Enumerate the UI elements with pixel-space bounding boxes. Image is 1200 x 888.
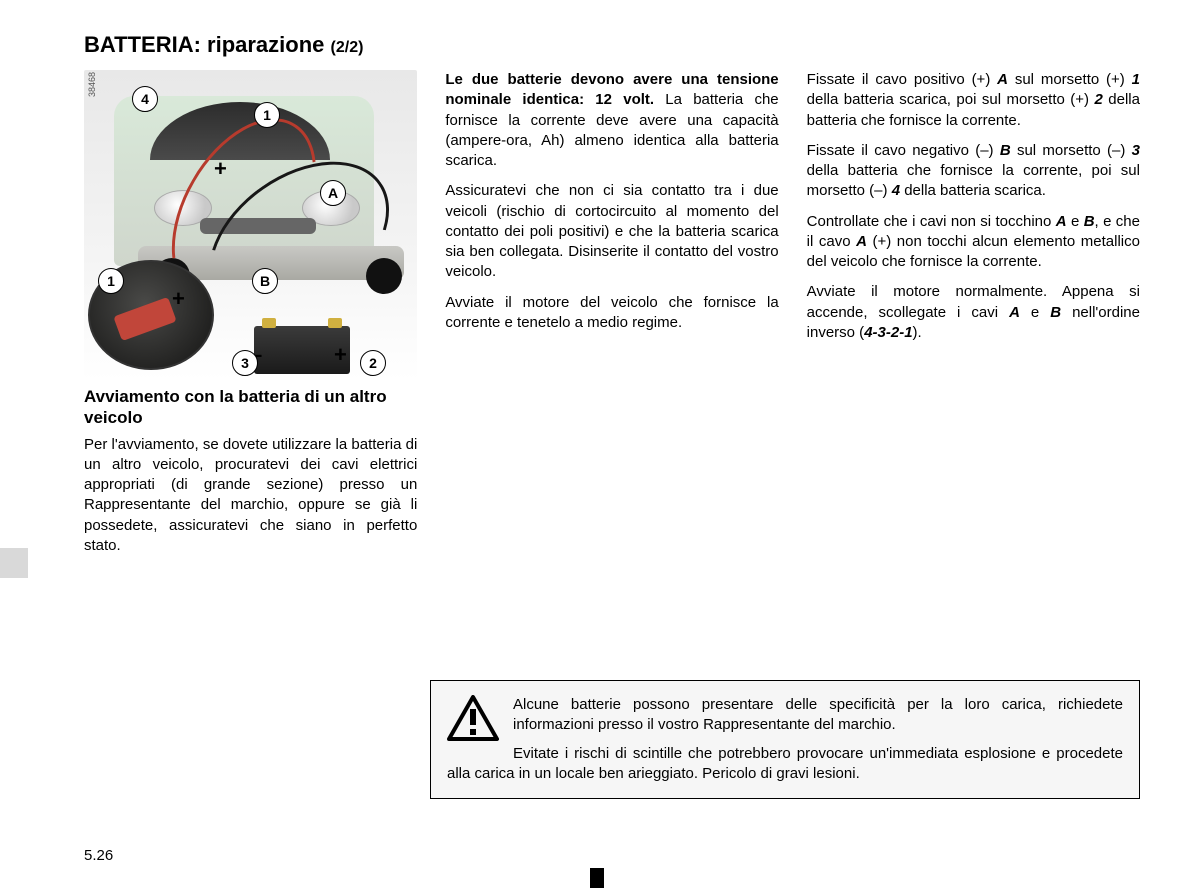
battery-illustration: 38468 + + + – 4 1 A	[84, 70, 417, 380]
warning-icon	[447, 695, 499, 741]
col1-subhead: Avviamento con la batteria di un altro v…	[84, 386, 417, 429]
footer-crop-mark	[590, 868, 604, 888]
page-number: 5.26	[84, 846, 113, 866]
col3-p4: Avviate il motore normalmente. Appena si…	[807, 282, 1140, 343]
col3-p3: Controllate che i cavi non si tocchino A…	[807, 212, 1140, 273]
column-1: 38468 + + + – 4 1 A	[84, 70, 417, 566]
clamp	[113, 297, 176, 341]
title-main: BATTERIA: riparazione	[84, 32, 331, 57]
callout-4: 4	[132, 86, 158, 112]
plus-symbol-1: +	[214, 154, 227, 184]
callout-2: 2	[360, 350, 386, 376]
column-3: Fissate il cavo positivo (+) A sul morse…	[807, 70, 1140, 566]
content-columns: 38468 + + + – 4 1 A	[84, 70, 1140, 566]
side-thumb-tab	[0, 548, 28, 578]
plus-symbol-3: +	[334, 340, 347, 370]
col3-p1: Fissate il cavo positivo (+) A sul morse…	[807, 70, 1140, 131]
callout-1-top: 1	[254, 102, 280, 128]
warning-p2: Evitate i rischi di scintille che potreb…	[447, 745, 1123, 782]
callout-B: B	[252, 268, 278, 294]
col2-p1: Le due batterie devono avere una tension…	[445, 70, 778, 171]
warning-box: Alcune batterie possono presentare delle…	[430, 680, 1140, 799]
warning-p1: Alcune batterie possono presentare delle…	[513, 696, 1123, 733]
col3-p2: Fissate il cavo negativo (–) B sul morse…	[807, 141, 1140, 202]
column-2: Le due batterie devono avere una tension…	[445, 70, 778, 566]
title-sub: (2/2)	[331, 39, 364, 56]
col2-p3: Avviate il motore del veicolo che fornis…	[445, 293, 778, 334]
page-title: BATTERIA: riparazione (2/2)	[84, 30, 363, 60]
col2-p2: Assicuratevi che non ci sia contatto tra…	[445, 181, 778, 282]
illustration-code: 38468	[86, 72, 98, 97]
callout-A: A	[320, 180, 346, 206]
wheel-right	[366, 258, 402, 294]
callout-3: 3	[232, 350, 258, 376]
callout-1-zoom: 1	[98, 268, 124, 294]
col1-p1: Per l'avviamento, se dovete utilizzare l…	[84, 435, 417, 557]
plus-symbol-2: +	[172, 284, 185, 314]
